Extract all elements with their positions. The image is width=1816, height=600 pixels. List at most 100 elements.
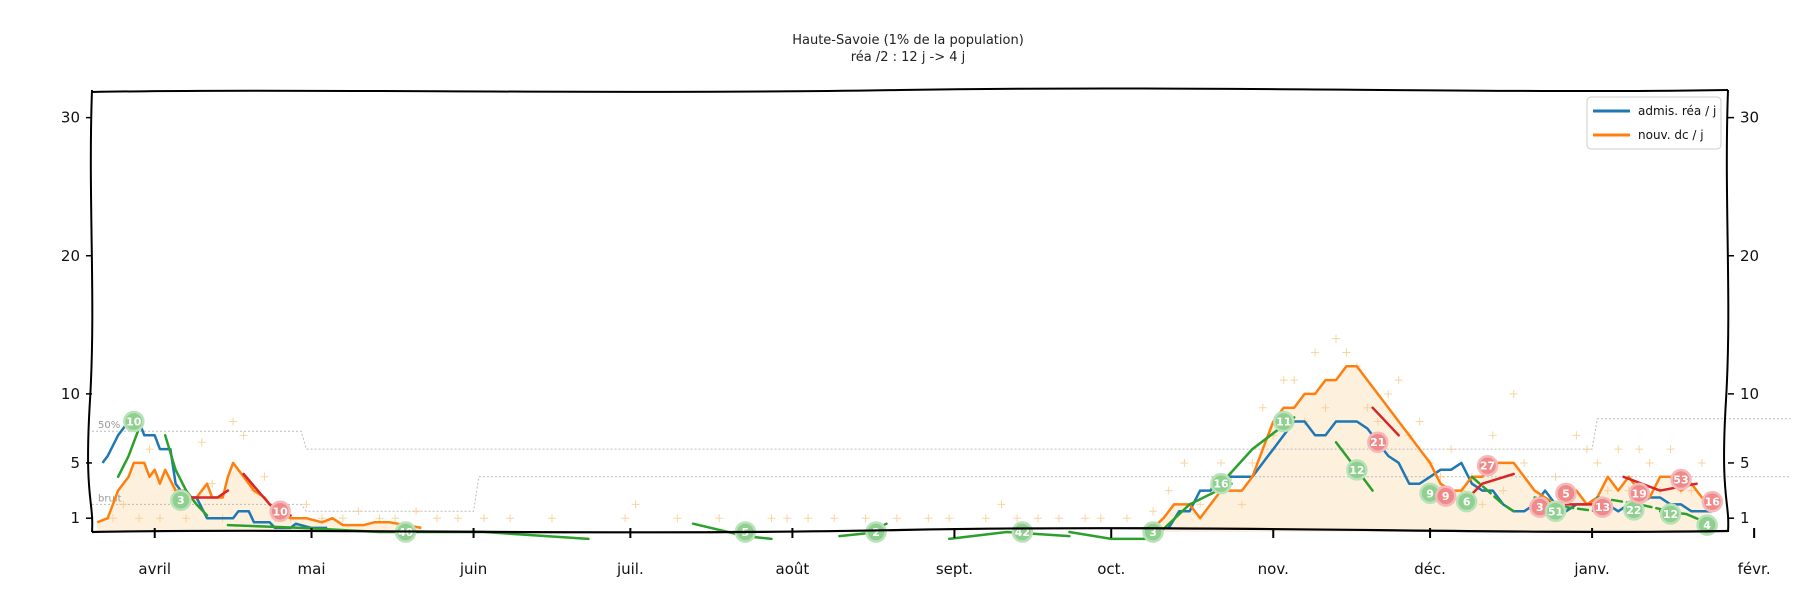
- noise-cross-48: [1149, 507, 1158, 516]
- bubble-circle: [1670, 468, 1692, 491]
- bubble-19: 13: [1591, 496, 1614, 518]
- noise-cross-42: [1013, 514, 1022, 523]
- trend-segment-0: [116, 427, 141, 479]
- bubble-label: 3: [177, 494, 185, 507]
- bubble-circle: [1591, 496, 1614, 518]
- noise-cross-93: [1635, 445, 1644, 454]
- noise-cross-11: [239, 431, 248, 440]
- noise-cross-36: [861, 514, 870, 523]
- bubble-7: 3: [1142, 521, 1164, 543]
- bubble-circle: [1555, 482, 1577, 505]
- noise-cross-47: [1122, 514, 1131, 523]
- noise-cross-19: [354, 507, 363, 516]
- bubble-label: 5: [1562, 487, 1570, 500]
- noise-cross-16: [302, 500, 311, 509]
- noise-cross-63: [1321, 403, 1330, 412]
- bubble-14: 6: [1455, 490, 1478, 513]
- chart-title: Haute-Savoie (1% de la population): [792, 33, 1024, 48]
- noise-cross-80: [1499, 486, 1508, 495]
- bubble-label: 13: [1595, 501, 1610, 514]
- bubble-circle: [1659, 503, 1682, 525]
- bubble-circle: [1476, 454, 1499, 477]
- bubble-9: 11: [1272, 410, 1295, 433]
- bubble-18: 5: [1555, 482, 1577, 505]
- trend-segment-17: [1596, 496, 1672, 513]
- bubble-label: 16: [1213, 478, 1229, 491]
- bubble-11: 21: [1367, 431, 1389, 453]
- bubble-circle: [1455, 490, 1478, 513]
- trend-segment-2: [190, 489, 230, 499]
- reference-label-0: 50%: [98, 420, 120, 431]
- bubble-label: 51: [1548, 505, 1563, 518]
- bubble-label: 53: [1673, 474, 1688, 487]
- noise-cross-18: [338, 514, 347, 523]
- noise-cross-44: [1054, 514, 1063, 523]
- series-1-line: [96, 461, 422, 530]
- legend: admis. réa / j nouv. dc / j: [1586, 96, 1722, 150]
- reference-label-1: bruit: [98, 493, 122, 504]
- noise-cross-72: [1415, 417, 1424, 426]
- ytick-label-left-3: 20: [61, 247, 80, 265]
- bubble-1: 3: [170, 489, 192, 511]
- x-axis-ticks: avril mai juin juil. août sept. oct. nov. déc. ja…: [138, 528, 1771, 578]
- noise-cross-23: [432, 514, 441, 523]
- ytick-label-left-0: 1: [70, 509, 80, 527]
- trend-segment-12: [1371, 406, 1400, 437]
- bubble-circle: [1367, 431, 1389, 453]
- bubble-13: 9: [1435, 485, 1457, 507]
- xtick-label-5: sept.: [936, 560, 973, 578]
- noise-cross-55: [1237, 500, 1246, 509]
- noise-cross-46: [1096, 514, 1105, 523]
- noise-cross-39: [945, 514, 954, 523]
- bubble-15: 27: [1476, 454, 1499, 477]
- noise-cross-13: [260, 472, 269, 481]
- bubble-label: 12: [1663, 508, 1678, 521]
- noise-cross-94: [1645, 458, 1654, 467]
- ytick-label-left-2: 10: [61, 385, 80, 403]
- noise-cross-24: [453, 514, 462, 523]
- bubble-22: 53: [1670, 468, 1692, 491]
- bubble-circle: [1701, 490, 1724, 513]
- noise-cross-29: [631, 500, 640, 509]
- bubble-circle: [1628, 482, 1650, 505]
- noise-cross-27: [547, 514, 556, 523]
- trend-segment-13: [1470, 475, 1515, 513]
- bubble-circle: [865, 521, 887, 543]
- bubble-label: 27: [1480, 460, 1495, 473]
- ytick-label-left-1: 5: [70, 454, 80, 472]
- legend-label-deces: nouv. dc / j: [1638, 128, 1704, 142]
- bubble-label: 4: [1703, 519, 1711, 532]
- noise-cross-22: [412, 507, 421, 516]
- noise-cross-50: [1180, 458, 1189, 467]
- noise-cross-62: [1311, 348, 1320, 357]
- xtick-label-3: juil.: [616, 560, 644, 578]
- noise-cross-10: [229, 417, 238, 426]
- noise-cross-49: [1164, 486, 1173, 495]
- xtick-label-7: nov.: [1258, 560, 1289, 578]
- bubble-label: 11: [1276, 416, 1291, 429]
- noise-cross-70: [1394, 376, 1403, 385]
- bubble-0: 10: [123, 410, 145, 433]
- reference-line-1: [92, 476, 1791, 512]
- noise-cross-34: [804, 514, 813, 523]
- noise-cross-51: [1196, 500, 1205, 509]
- noise-cross-68: [1373, 417, 1382, 426]
- ytick-label-left-4: 30: [61, 109, 80, 127]
- noise-cross-81: [1509, 389, 1518, 398]
- noise-cross-98: [1687, 486, 1696, 495]
- noise-cross-21: [391, 514, 400, 523]
- trend-segment-1: [163, 434, 209, 517]
- ytick-label-right-3: 20: [1740, 247, 1759, 265]
- noise-cross-8: [208, 479, 217, 488]
- ytick-label-right-0: 1: [1740, 509, 1750, 527]
- noise-cross-64: [1331, 334, 1340, 343]
- noise-cross-91: [1614, 445, 1623, 454]
- axes-frame: [87, 87, 1730, 534]
- noise-cross-57: [1258, 403, 1267, 412]
- area-fill-0: [97, 462, 422, 532]
- bubble-circle: [1696, 514, 1718, 536]
- noise-cross-87: [1572, 431, 1581, 440]
- xtick-label-10: févr.: [1738, 560, 1771, 578]
- bubble-10: 12: [1346, 459, 1368, 481]
- bubble-label: 6: [1463, 496, 1471, 509]
